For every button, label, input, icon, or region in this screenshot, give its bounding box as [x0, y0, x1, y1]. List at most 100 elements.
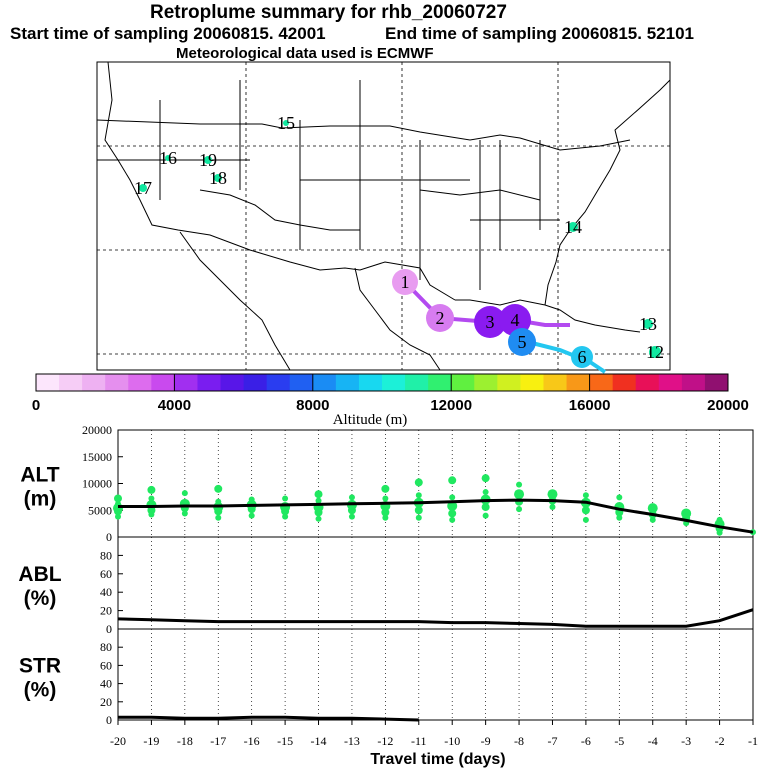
y-tick-label: 80 [100, 548, 112, 562]
colorbar-swatch [497, 374, 521, 391]
map-point-label-3: 3 [486, 312, 495, 332]
alt-scatter-point [516, 481, 523, 488]
x-tick-label: -1 [748, 734, 758, 748]
map-point-1 [392, 269, 418, 295]
colorbar-swatch [474, 374, 498, 391]
colorbar-swatch [382, 374, 406, 391]
x-tick-label: -16 [244, 734, 260, 748]
x-tick-label: -7 [547, 734, 557, 748]
map-point-5 [508, 328, 536, 356]
alt-scatter-point [315, 497, 322, 504]
map-point-16 [165, 155, 171, 161]
chart-title: Retroplume summary for rhb_20060727 [150, 2, 507, 23]
alt-scatter-point [215, 498, 222, 505]
map-point-4 [499, 304, 531, 336]
alt-scatter-point [582, 516, 589, 523]
series-line [117, 608, 754, 628]
map-point-12 [649, 346, 661, 358]
alt-scatter-point [147, 485, 156, 494]
y-tick-label: 20000 [82, 423, 112, 437]
colorbar-swatch [681, 374, 706, 391]
colorbar-swatch [174, 374, 198, 391]
map-point-14 [568, 222, 578, 232]
alt-scatter-point [115, 513, 121, 520]
alt-scatter-point [148, 495, 155, 502]
panel-unit: (%) [24, 587, 57, 610]
x-tick-label: -6 [581, 734, 591, 748]
x-tick-label: -19 [143, 734, 159, 748]
colorbar-swatch [197, 374, 222, 391]
alt-scatter-point [248, 512, 255, 519]
alt-scatter-point [381, 484, 390, 493]
y-tick-label: 0 [106, 530, 112, 544]
panel-unit: (%) [24, 679, 57, 702]
colorbar-label: Altitude (m) [333, 412, 408, 428]
colorbar-swatch [220, 374, 245, 391]
panel-frame [117, 628, 754, 721]
str-panel: 80 60 40 20 0 STR(%) [19, 628, 754, 727]
alt-scatter-point [514, 489, 525, 500]
y-tick-label: 40 [100, 677, 112, 691]
map-point-15 [283, 120, 289, 126]
colorbar-swatch [405, 374, 429, 391]
colorbar-tick-label: 8000 [296, 397, 329, 414]
alt-scatter-point [649, 516, 656, 523]
colorbar-tick-label: 0 [32, 397, 40, 414]
alt-scatter-point [181, 510, 188, 517]
map-point-6 [571, 346, 593, 368]
series-line [118, 715, 419, 722]
x-axis-label: Travel time (days) [370, 751, 505, 768]
x-tick-label: -5 [614, 734, 624, 748]
alt-scatter-point [348, 513, 355, 520]
colorbar-swatch [243, 374, 268, 391]
colorbar-swatch [335, 374, 360, 391]
alt-scatter-point [481, 474, 490, 483]
alt-scatter-point [449, 494, 456, 501]
altitude-colorbar: 0 4000 8000 12000 16000 20000 Altitude (m) [32, 373, 749, 428]
alt-scatter-point [647, 503, 658, 514]
x-tick-label: -2 [715, 734, 725, 748]
map-point-3 [474, 306, 506, 338]
map-point-13 [643, 319, 653, 329]
y-tick-label: 10000 [82, 477, 112, 491]
y-tick-label: 40 [100, 585, 112, 599]
map-point-label-14: 14 [564, 217, 582, 237]
alt-scatter-point [549, 504, 556, 511]
colorbar-swatch [312, 374, 337, 391]
map-point-2 [426, 304, 454, 332]
colorbar-swatch [105, 374, 129, 391]
map-point-label-17: 17 [134, 178, 152, 198]
alt-scatter-point [447, 500, 458, 511]
alt-scatter-point [414, 478, 423, 487]
x-tick-label: -13 [344, 734, 360, 748]
alt-scatter-point [516, 506, 523, 513]
alt-scatter-point [449, 516, 456, 523]
map-point-label-19: 19 [199, 150, 217, 170]
x-tick-label: -11 [411, 734, 427, 748]
alt-scatter-point [181, 490, 188, 497]
x-tick-label: -17 [210, 734, 226, 748]
end-time-label: End time of sampling 20060815. 52101 [385, 24, 694, 43]
y-tick-label: 0 [106, 713, 112, 727]
alt-scatter-point [114, 494, 122, 503]
panel-label: ABL [18, 563, 61, 586]
alt-scatter-point [482, 489, 489, 496]
alt-scatter-point [382, 495, 389, 502]
map-point-18 [214, 174, 222, 182]
alt-scatter-point [315, 515, 322, 522]
colorbar-swatch [151, 374, 175, 391]
y-tick-label: 15000 [82, 450, 112, 464]
map-point-label-5: 5 [518, 332, 527, 352]
colorbar-swatch [451, 374, 475, 391]
colorbar-swatch [428, 374, 452, 391]
colorbar-swatch [266, 374, 291, 391]
y-tick-label: 20 [100, 695, 112, 709]
x-tick-label: -8 [514, 734, 524, 748]
alt-scatter-point [248, 496, 255, 503]
panel-frame [117, 429, 754, 538]
y-tick-label: 60 [100, 658, 112, 672]
colorbar-swatch [612, 374, 637, 391]
y-tick-label: 5000 [88, 503, 112, 517]
